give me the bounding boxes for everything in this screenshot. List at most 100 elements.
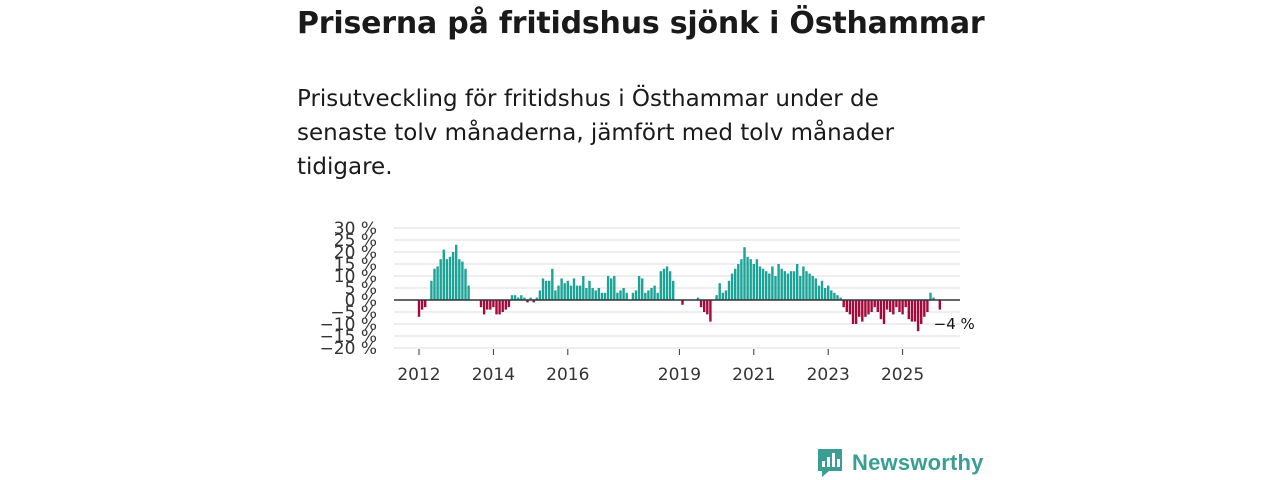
x-tick-label: 2012 xyxy=(397,365,440,385)
bar xyxy=(424,300,427,308)
bar xyxy=(439,259,442,300)
bar xyxy=(873,300,876,308)
bar xyxy=(520,295,523,300)
bar xyxy=(827,285,830,300)
bar xyxy=(653,285,656,300)
bar xyxy=(482,300,486,315)
bar xyxy=(737,264,740,300)
bar xyxy=(458,259,461,300)
bar xyxy=(817,285,821,300)
bar xyxy=(430,280,433,300)
bar xyxy=(532,300,535,303)
bar xyxy=(851,300,855,324)
bar xyxy=(752,264,755,300)
bar xyxy=(805,271,808,300)
x-tick-label: 2019 xyxy=(658,365,701,385)
newsworthy-logo-icon xyxy=(818,449,842,477)
bar xyxy=(749,259,752,300)
bar xyxy=(885,300,889,310)
bar xyxy=(910,300,914,322)
bar xyxy=(870,300,873,312)
bar xyxy=(631,292,635,300)
x-tick-label: 2023 xyxy=(807,365,850,385)
bar xyxy=(808,273,811,300)
y-tick-label: −5 % xyxy=(330,303,377,323)
bar xyxy=(417,300,421,317)
bar xyxy=(464,268,467,300)
bar xyxy=(724,290,728,300)
bar xyxy=(830,290,833,300)
y-tick-label: −10 % xyxy=(320,315,377,335)
bar xyxy=(445,259,449,300)
last-value-label: −4 % xyxy=(934,315,975,333)
newsworthy-logo[interactable]: Newsworthy xyxy=(816,447,984,479)
bar xyxy=(585,288,588,300)
bar xyxy=(461,261,464,300)
bar xyxy=(420,300,424,310)
bar xyxy=(535,297,538,300)
bar xyxy=(560,278,563,300)
bar xyxy=(814,278,817,300)
y-tick-label: 30 % xyxy=(334,219,377,239)
bar xyxy=(796,264,799,300)
bar xyxy=(507,300,511,308)
bar xyxy=(923,300,926,317)
bar xyxy=(892,300,895,315)
bar xyxy=(774,276,777,300)
bar xyxy=(861,300,864,322)
bar xyxy=(916,300,920,332)
bar xyxy=(433,268,436,300)
bar xyxy=(740,259,743,300)
bar xyxy=(575,285,579,300)
bar xyxy=(783,271,786,300)
bar xyxy=(582,276,585,300)
bar xyxy=(889,300,892,312)
bar xyxy=(672,280,675,300)
bars xyxy=(417,244,941,332)
bar xyxy=(637,276,641,300)
bar xyxy=(665,266,669,300)
bar xyxy=(780,268,783,300)
bar xyxy=(681,300,684,305)
y-axis-labels: 30 %25 %20 %15 %10 %5 %0 %−5 %−10 %−15 %… xyxy=(320,219,377,359)
chart-title: Priserna på fritidshus sjönk i Östhammar xyxy=(297,6,985,41)
bar xyxy=(495,300,498,315)
bar xyxy=(572,278,576,300)
bar xyxy=(544,280,548,300)
x-tick-label: 2016 xyxy=(546,365,589,385)
bar xyxy=(727,280,731,300)
bar xyxy=(616,292,619,300)
bar xyxy=(467,285,470,300)
bar xyxy=(588,280,591,300)
bar xyxy=(879,300,883,320)
bar xyxy=(858,300,861,317)
bar xyxy=(743,247,746,300)
bar xyxy=(563,283,566,300)
bar xyxy=(603,292,607,300)
bar xyxy=(907,300,910,320)
bar xyxy=(895,300,898,308)
bar xyxy=(820,280,824,300)
bar xyxy=(833,292,836,300)
bar xyxy=(517,297,520,300)
bar xyxy=(938,300,941,310)
bar xyxy=(479,300,483,308)
bar xyxy=(699,300,703,308)
bar xyxy=(619,290,622,300)
bar xyxy=(448,256,452,300)
bar xyxy=(436,266,439,300)
bar xyxy=(579,285,582,300)
bar xyxy=(718,283,721,300)
bar xyxy=(792,271,796,300)
bar xyxy=(644,292,647,300)
bar xyxy=(746,256,749,300)
bar xyxy=(823,288,827,300)
bar xyxy=(789,271,793,300)
bar xyxy=(913,300,917,322)
bar xyxy=(455,244,458,300)
bar xyxy=(634,290,638,300)
bar xyxy=(566,280,569,300)
bar xyxy=(771,266,774,300)
bar xyxy=(650,288,653,300)
